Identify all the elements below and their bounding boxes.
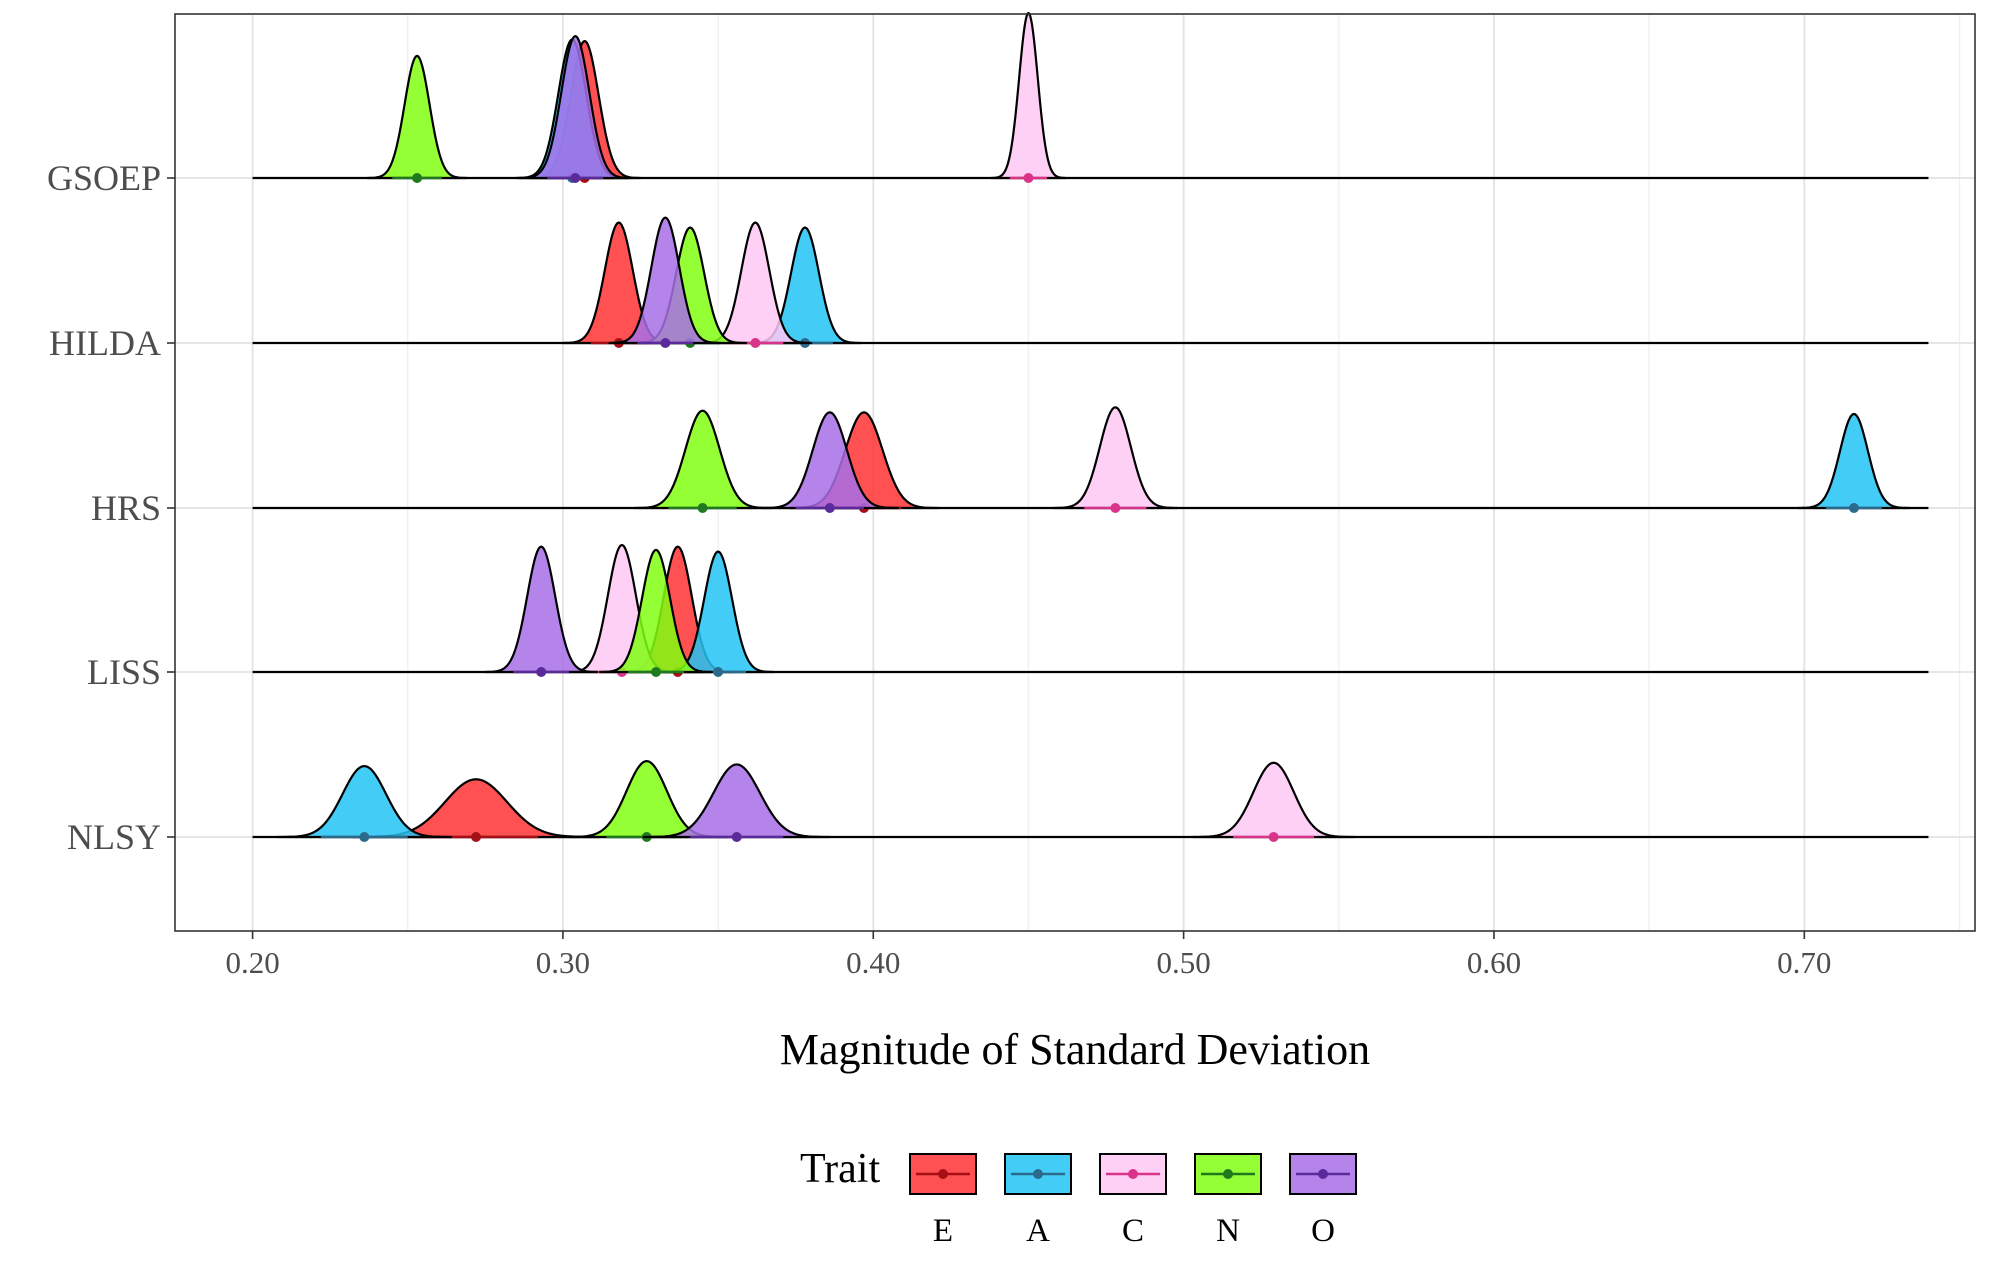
point-A (1848, 503, 1859, 513)
x-tick-label: 0.60 (1467, 945, 1521, 980)
legend-title: Trait (800, 1146, 880, 1192)
legend-key-C: C (1099, 1153, 1167, 1249)
legend-swatch-point (1033, 1169, 1043, 1179)
grid-layer (175, 14, 1975, 931)
point-C (1110, 503, 1121, 513)
point-N (412, 173, 423, 183)
y-tick-label: HRS (91, 488, 161, 528)
ridge-row (252, 216, 1929, 348)
point-O (824, 503, 835, 513)
plot-panel-border (174, 13, 1976, 932)
legend-label: C (1122, 1213, 1144, 1249)
legend-key-E: E (909, 1153, 977, 1249)
density-C (1191, 761, 1356, 839)
legend-label: O (1311, 1213, 1335, 1249)
point-A (713, 667, 724, 677)
density-C (990, 11, 1067, 180)
x-tick-label: 0.40 (846, 945, 900, 980)
y-tick-label: LISS (87, 652, 161, 692)
x-tick-label: 0.50 (1156, 945, 1210, 980)
point-C (1268, 832, 1279, 842)
density-O (642, 763, 831, 839)
density-C (1052, 406, 1179, 510)
ridge-row (252, 760, 1929, 842)
legend-key-N: N (1194, 1153, 1262, 1249)
ridge-row (252, 543, 1929, 677)
legend-swatch-point (1128, 1169, 1138, 1179)
point-C (750, 338, 761, 348)
x-axis-title: Magnitude of Standard Deviation (780, 1025, 1370, 1074)
legend-swatch-point (1223, 1169, 1233, 1179)
point-O (660, 338, 671, 348)
point-A (359, 832, 370, 842)
ridge-row (252, 11, 1929, 183)
legend-key-O: O (1289, 1153, 1357, 1249)
density-N (366, 54, 468, 180)
point-O (536, 667, 547, 677)
y-tick-label: NLSY (67, 817, 161, 857)
density-O (608, 216, 723, 345)
point-C (1023, 173, 1034, 183)
legend: Trait E A C N O (800, 1146, 1357, 1249)
density-O (518, 35, 633, 180)
y-axis: GSOEP HILDA HRS LISS NLSY (47, 158, 175, 857)
legend-label: N (1216, 1213, 1240, 1249)
x-tick-label: 0.30 (536, 945, 590, 980)
legend-label: E (933, 1213, 953, 1249)
density-A (276, 764, 453, 839)
ridge-row (252, 406, 1929, 513)
legend-label: A (1026, 1213, 1050, 1249)
point-N (651, 667, 662, 677)
point-O (731, 832, 742, 842)
density-N (633, 409, 772, 510)
point-E (471, 832, 482, 842)
point-O (570, 173, 581, 183)
density-A (1797, 412, 1911, 510)
legend-key-A: A (1004, 1153, 1072, 1249)
ridge-layer (252, 11, 1929, 842)
point-N (697, 503, 708, 513)
x-axis: 0.20 0.30 0.40 0.50 0.60 0.70 (225, 931, 1831, 980)
density-O (760, 411, 900, 510)
legend-swatch-point (1318, 1169, 1328, 1179)
density-O (484, 545, 599, 674)
y-tick-label: GSOEP (47, 158, 161, 198)
x-tick-label: 0.70 (1777, 945, 1831, 980)
legend-swatch-point (938, 1169, 948, 1179)
y-tick-label: HILDA (49, 323, 161, 363)
x-tick-label: 0.20 (225, 945, 279, 980)
density-N (599, 548, 713, 674)
